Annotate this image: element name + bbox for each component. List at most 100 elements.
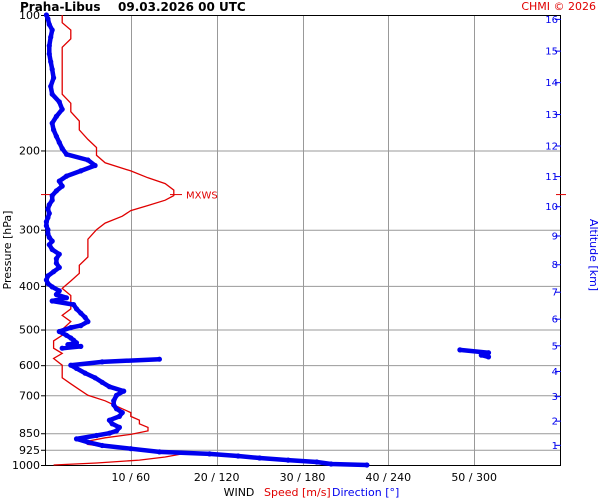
direction-point — [106, 417, 112, 423]
altitude-tick-label: 5 — [552, 341, 558, 352]
direction-point — [49, 246, 55, 253]
altitude-tick-label: 12 — [545, 142, 558, 153]
altitude-tick-label: 7 — [552, 288, 558, 299]
direction-point — [85, 439, 91, 445]
direction-point — [49, 27, 55, 33]
direction-point — [45, 16, 51, 22]
direction-point — [485, 354, 492, 360]
direction-point — [206, 451, 213, 457]
direction-point — [49, 120, 55, 126]
altitude-tick-label: 9 — [552, 231, 558, 242]
wind-tick-label: 40 / 240 — [365, 471, 411, 484]
altitude-tick-label: 16 — [545, 15, 558, 26]
direction-point — [73, 436, 80, 442]
speed-axis-label: Speed [m/s] — [264, 486, 331, 499]
direction-point — [49, 197, 55, 203]
direction-point — [48, 83, 54, 89]
direction-point — [364, 462, 370, 468]
direction-point — [49, 238, 55, 244]
direction-point — [485, 350, 492, 356]
wind-axis-ticks: 10 / 60 20 / 120 30 / 180 40 / 240 50 / 300 — [111, 471, 497, 484]
direction-point — [56, 99, 62, 105]
direction-point — [56, 178, 62, 184]
direction-point — [53, 256, 60, 262]
direction-point — [235, 453, 241, 459]
direction-point — [73, 365, 80, 371]
direction-point — [63, 151, 70, 157]
pressure-tick-label: 400 — [19, 280, 40, 293]
direction-point — [99, 359, 105, 365]
pressure-tick-label: 925 — [19, 444, 40, 457]
direction-point — [128, 446, 134, 452]
wind-tick-label: 50 / 300 — [451, 471, 497, 484]
direction-point — [156, 356, 162, 362]
direction-point — [51, 127, 57, 133]
direction-point — [109, 421, 115, 427]
pressure-axis-ticks: 100 200 300 400 500 600 700 850 925 1000 — [12, 9, 45, 472]
direction-point — [49, 284, 55, 290]
direction-point — [99, 379, 105, 385]
copyright-label: CHMI © 2026 — [521, 0, 596, 13]
direction-point — [59, 145, 65, 152]
direction-point — [51, 75, 57, 81]
direction-point — [59, 345, 65, 351]
plot-frame — [45, 15, 561, 466]
pressure-axis-label: Pressure [hPa] — [1, 211, 14, 290]
direction-point — [113, 392, 120, 398]
sounding-datetime: 09.03.2026 00 UTC — [118, 0, 246, 14]
altitude-tick-label: 4 — [552, 367, 558, 378]
direction-point — [68, 362, 74, 368]
direction-point — [111, 402, 117, 408]
altitude-tick-label: 13 — [545, 110, 558, 121]
direction-point — [106, 430, 112, 436]
altitude-tick-label: 6 — [552, 315, 558, 326]
altitude-tick-label: 2 — [552, 417, 558, 428]
pressure-tick-label: 1000 — [12, 459, 40, 472]
direction-point — [92, 375, 98, 381]
direction-point — [85, 157, 91, 163]
direction-point — [457, 347, 463, 353]
direction-point — [116, 424, 122, 430]
direction-point — [92, 162, 98, 169]
direction-point — [43, 277, 50, 283]
direction-point — [46, 21, 52, 28]
direction-point — [106, 384, 112, 390]
direction-point — [43, 223, 50, 229]
altitude-tick-label: 1 — [552, 441, 558, 452]
direction-point — [78, 168, 84, 174]
direction-point — [46, 242, 52, 248]
wind-axis-title: WIND — [224, 486, 255, 499]
direction-point — [257, 455, 263, 461]
direction-point — [82, 370, 88, 376]
altitude-tick-label: 11 — [545, 172, 558, 183]
direction-point — [56, 288, 62, 294]
direction-point — [65, 342, 71, 348]
pressure-tick-label: 600 — [19, 359, 40, 372]
pressure-tick-label: 700 — [19, 389, 40, 402]
direction-point — [113, 406, 120, 412]
altitude-tick-label: 14 — [545, 78, 558, 89]
speed-profile-line — [52, 15, 183, 466]
wind-tick-label: 30 / 180 — [280, 471, 326, 484]
direction-point — [71, 302, 77, 308]
direction-point — [49, 193, 55, 199]
pressure-tick-label: 100 — [19, 9, 40, 22]
direction-point — [46, 202, 52, 208]
direction-point — [328, 461, 334, 467]
direction-point — [48, 34, 54, 40]
direction-point — [51, 269, 57, 275]
direction-point — [78, 310, 84, 316]
direction-point — [43, 12, 50, 18]
altitude-tick-label: 3 — [552, 392, 558, 403]
direction-profile-line — [457, 347, 491, 360]
direction-point — [53, 260, 60, 266]
direction-point — [85, 319, 91, 325]
direction-point — [56, 251, 62, 257]
direction-point — [116, 413, 122, 419]
direction-point — [82, 314, 88, 320]
direction-point — [46, 51, 52, 57]
direction-point — [59, 183, 65, 189]
